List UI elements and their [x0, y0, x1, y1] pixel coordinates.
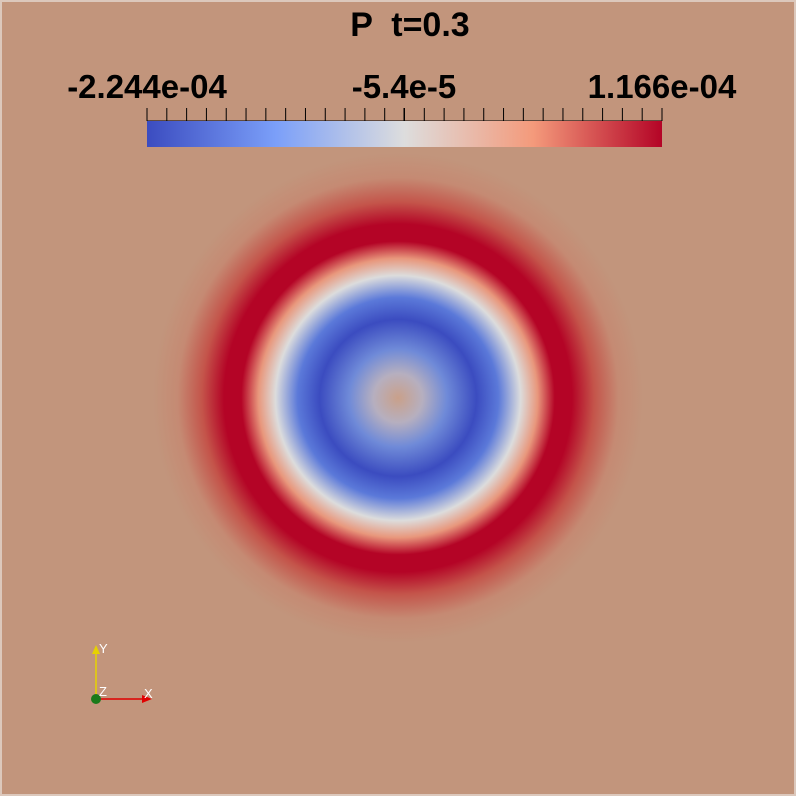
- colorbar-min-label: -2.244e-04: [67, 68, 227, 105]
- z-label: Z: [99, 684, 107, 699]
- title: P t=0.3: [350, 6, 469, 44]
- colorbar-mid-label: -5.4e-5: [352, 68, 457, 105]
- colorbar: [147, 121, 662, 147]
- pressure-field: [153, 153, 643, 643]
- colorbar-max-label: 1.166e-04: [588, 68, 737, 105]
- y-label: Y: [99, 641, 108, 656]
- orientation-axes: Y Z X: [91, 641, 153, 704]
- x-label: X: [144, 686, 153, 701]
- y-arrow: [92, 645, 100, 654]
- x-arrow: [142, 695, 152, 703]
- z-axis: [91, 694, 101, 704]
